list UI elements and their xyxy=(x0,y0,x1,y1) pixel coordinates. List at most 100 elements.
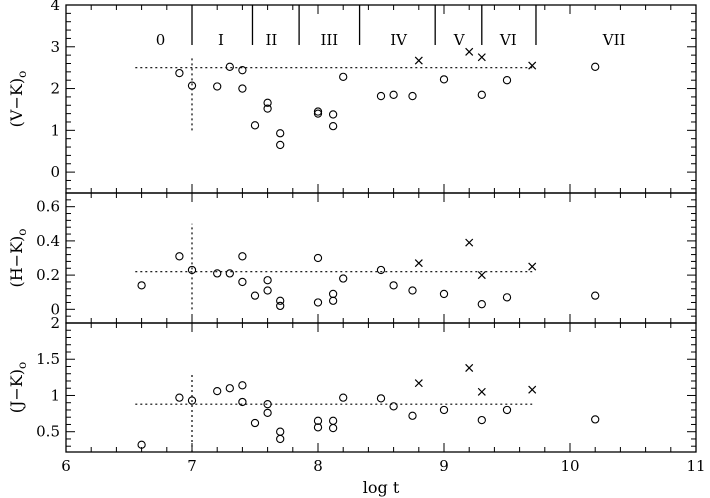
y-tick-label: 0 xyxy=(50,163,60,181)
y-tick-label: 3 xyxy=(50,38,60,56)
y-tick-label: 0.4 xyxy=(36,232,60,250)
y-axis-title-subscript: o xyxy=(15,71,29,78)
y-axis-title-main: (V−K) xyxy=(7,78,26,127)
data-point-circle xyxy=(238,252,247,261)
data-point-circle xyxy=(313,107,323,116)
data-point-circle xyxy=(339,393,348,402)
data-point-circle xyxy=(313,253,323,263)
data-point-cross xyxy=(414,56,423,65)
y-tick-label: 0 xyxy=(50,300,60,318)
data-point-cross xyxy=(477,271,486,280)
data-point-circle xyxy=(187,396,197,405)
data-point-circle xyxy=(225,62,234,71)
data-point-circle xyxy=(250,121,260,130)
data-point-circle xyxy=(313,109,323,118)
data-point-circle xyxy=(250,418,260,428)
data-point-cross xyxy=(528,262,537,271)
data-point-circle xyxy=(591,415,600,424)
data-point-circle xyxy=(250,291,260,300)
data-point-circle xyxy=(213,82,222,91)
y-axis-title-subscript: o xyxy=(15,362,29,369)
region-label: 0 xyxy=(156,31,166,49)
data-point-circle xyxy=(276,434,285,444)
data-point-circle xyxy=(591,62,600,71)
data-point-circle xyxy=(328,289,338,299)
x-tick-label: 6 xyxy=(61,457,71,475)
data-point-cross xyxy=(528,61,537,70)
data-point-circle xyxy=(276,296,285,305)
x-tick-label: 8 xyxy=(313,457,323,475)
data-point-circle xyxy=(187,265,197,275)
data-point-circle xyxy=(328,416,338,425)
y-axis-title: (H−K)o xyxy=(7,228,29,287)
y-axis-title-main: (J−K) xyxy=(7,369,26,413)
data-point-circle xyxy=(408,286,417,295)
data-point-circle xyxy=(313,423,323,432)
y-tick-label: 1 xyxy=(50,386,60,404)
x-tick-label: 11 xyxy=(686,457,705,475)
y-tick-label: 2 xyxy=(50,314,60,332)
panel-3: 0.5 1 1.5 2 (J−K)o 6 7 8 9 10 11 xyxy=(7,314,706,475)
data-point-cross xyxy=(465,363,474,372)
data-point-circle xyxy=(376,394,386,403)
data-point-circle xyxy=(591,291,600,300)
data-point-circle xyxy=(389,402,398,411)
y-axis-title-subscript: o xyxy=(15,228,29,235)
data-point-circle xyxy=(376,265,386,275)
data-point-circle xyxy=(137,281,146,290)
panel-2: 0 0.2 0.4 0.6 (H−K)o xyxy=(7,192,697,324)
data-point-circle xyxy=(339,72,348,82)
data-point-circle xyxy=(175,252,184,261)
data-point-circle xyxy=(502,76,512,85)
data-point-circle xyxy=(137,440,146,449)
data-point-circle xyxy=(408,91,417,101)
data-point-cross xyxy=(465,47,474,56)
x-axis-title: log t xyxy=(363,478,400,497)
data-point-circle xyxy=(213,386,222,396)
panel-frame xyxy=(65,192,697,324)
y-tick-label: 4 xyxy=(50,0,60,14)
y-tick-label: 1 xyxy=(50,121,60,139)
data-point-circle xyxy=(238,84,247,93)
data-point-circle xyxy=(276,427,285,436)
x-tick-label: 9 xyxy=(439,457,449,475)
data-point-circle xyxy=(477,415,486,425)
y-tick-label: 2 xyxy=(50,80,60,98)
data-point-circle xyxy=(187,81,197,90)
region-label: V xyxy=(453,31,466,49)
data-point-circle xyxy=(225,384,234,393)
y-tick-label: 1.5 xyxy=(36,350,60,368)
data-point-circle xyxy=(389,90,398,99)
x-tick-label: 10 xyxy=(560,457,579,475)
data-point-circle xyxy=(439,289,449,299)
data-point-circle xyxy=(328,423,338,433)
region-label: VII xyxy=(602,31,626,49)
data-point-cross xyxy=(414,379,423,388)
data-point-circle xyxy=(439,75,449,84)
data-point-circle xyxy=(238,66,247,75)
data-point-circle xyxy=(263,276,272,285)
data-point-circle xyxy=(263,98,272,107)
data-point-cross xyxy=(414,259,423,268)
data-point-circle xyxy=(225,269,234,278)
data-point-circle xyxy=(477,300,486,309)
y-tick-label: 0.6 xyxy=(36,198,60,216)
data-point-circle xyxy=(263,286,272,295)
data-point-cross xyxy=(477,53,486,62)
data-point-circle xyxy=(439,405,449,415)
data-point-circle xyxy=(276,129,285,138)
data-point-circle xyxy=(276,140,285,150)
data-point-circle xyxy=(376,91,386,101)
data-point-cross xyxy=(477,387,486,396)
data-point-circle xyxy=(313,416,323,425)
data-point-circle xyxy=(339,274,348,283)
data-point-circle xyxy=(263,104,272,113)
region-label: I xyxy=(218,31,224,49)
data-point-circle xyxy=(276,301,285,311)
data-point-circle xyxy=(502,405,512,415)
data-point-circle xyxy=(175,393,184,402)
data-point-circle xyxy=(328,296,338,305)
